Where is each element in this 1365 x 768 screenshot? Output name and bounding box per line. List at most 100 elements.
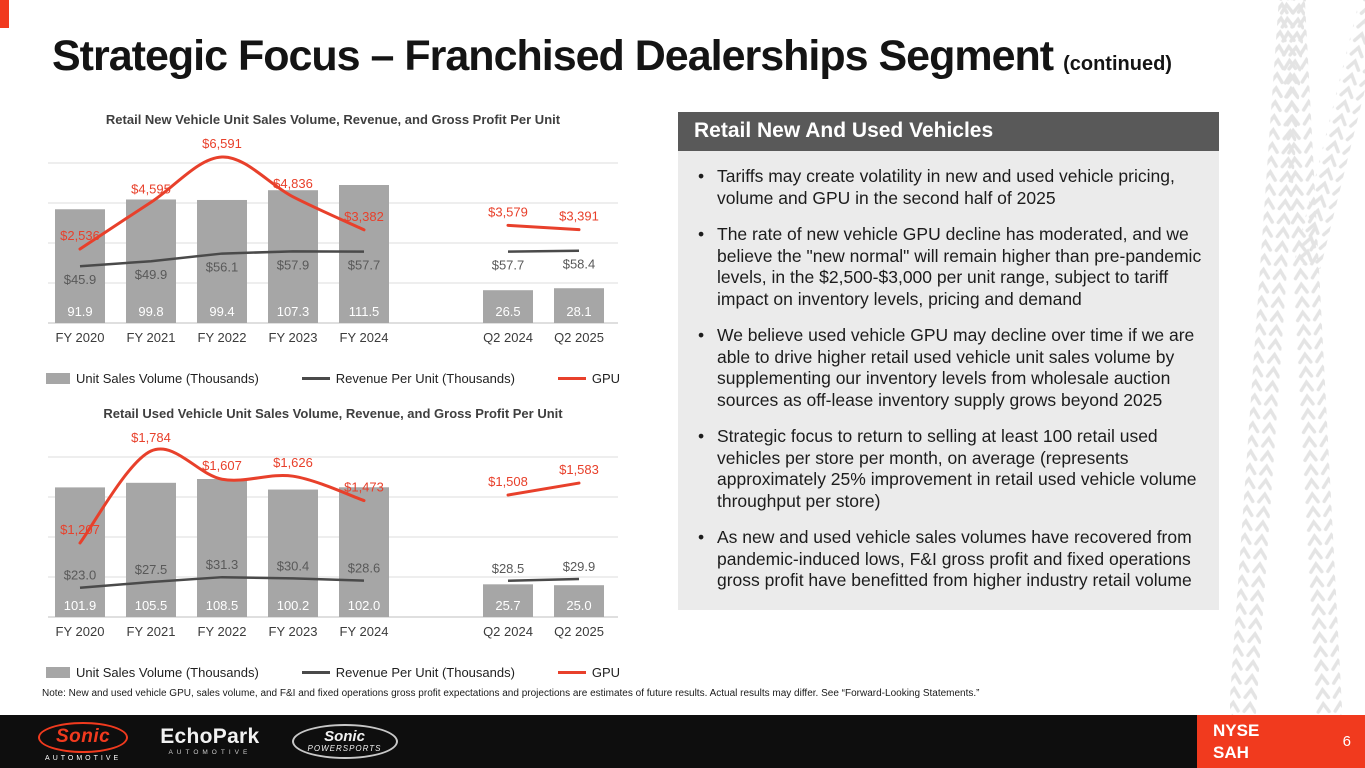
svg-text:26.5: 26.5 — [495, 304, 520, 319]
legend-label: GPU — [591, 371, 620, 386]
bullet-item: We believe used vehicle GPU may decline … — [692, 325, 1205, 411]
svg-text:$1,508: $1,508 — [488, 474, 528, 489]
svg-text:$29.9: $29.9 — [563, 559, 596, 574]
revenue-line-swatch-icon — [301, 671, 330, 674]
bar-swatch-icon — [46, 373, 70, 384]
legend-item-volume: Unit Sales Volume (Thousands) — [46, 665, 259, 680]
svg-text:$57.7: $57.7 — [492, 258, 525, 273]
svg-text:$4,595: $4,595 — [131, 181, 171, 196]
svg-text:107.3: 107.3 — [277, 304, 310, 319]
footer-bar: Sonic Automotive EchoPark Automotive Son… — [0, 715, 1365, 768]
legend-label: Unit Sales Volume (Thousands) — [76, 371, 259, 386]
legend-label: Revenue Per Unit (Thousands) — [335, 665, 515, 680]
svg-text:$58.4: $58.4 — [563, 257, 596, 272]
bullet-item: As new and used vehicle sales volumes ha… — [692, 527, 1205, 592]
ticker-exchange: NYSE — [1213, 721, 1260, 741]
svg-text:Q2 2025: Q2 2025 — [554, 624, 604, 639]
svg-text:$30.4: $30.4 — [277, 558, 310, 573]
powersports-logo-text: Sonic — [324, 728, 365, 745]
svg-text:FY 2023: FY 2023 — [269, 330, 318, 345]
svg-text:$28.6: $28.6 — [348, 561, 381, 576]
svg-text:$57.9: $57.9 — [277, 257, 310, 272]
svg-text:$3,382: $3,382 — [344, 209, 384, 224]
gpu-line-swatch-icon — [557, 671, 586, 674]
svg-text:99.4: 99.4 — [209, 304, 234, 319]
bullet-item: Tariffs may create volatility in new and… — [692, 166, 1205, 209]
legend-item-revenue: Revenue Per Unit (Thousands) — [301, 371, 515, 386]
sonic-automotive-logo: Sonic Automotive — [38, 721, 129, 762]
svg-text:$1,583: $1,583 — [559, 462, 599, 477]
svg-text:108.5: 108.5 — [206, 598, 239, 613]
sonic-logo-subtext: Automotive — [45, 754, 122, 762]
svg-text:$1,473: $1,473 — [344, 480, 384, 495]
new-vehicle-chart: 91.9 FY 2020 99.8 FY 2021 99.4 FY 2022 107.3 FY… — [48, 136, 618, 345]
used-vehicle-chart-legend: Unit Sales Volume (Thousands) Revenue Pe… — [40, 665, 626, 680]
svg-text:$1,607: $1,607 — [202, 458, 242, 473]
svg-text:$6,591: $6,591 — [202, 136, 242, 151]
ticker-code: SAH — [1213, 742, 1249, 762]
page-title: Strategic Focus – Franchised Dealerships… — [52, 32, 1172, 81]
panel-bullet-list: Tariffs may create volatility in new and… — [692, 166, 1205, 592]
red-corner-accent — [0, 0, 9, 28]
panel-body: Tariffs may create volatility in new and… — [678, 151, 1219, 610]
new-vehicle-chart-legend: Unit Sales Volume (Thousands) Revenue Pe… — [40, 371, 626, 386]
svg-text:$1,626: $1,626 — [273, 455, 313, 470]
legend-item-revenue: Revenue Per Unit (Thousands) — [301, 665, 515, 680]
svg-text:FY 2021: FY 2021 — [127, 330, 176, 345]
echopark-logo: EchoPark Automotive — [160, 726, 259, 757]
bullet-item: Strategic focus to return to selling at … — [692, 426, 1205, 512]
nyse-ticker-box: NYSE SAH 6 — [1197, 715, 1365, 768]
svg-text:105.5: 105.5 — [135, 598, 168, 613]
sonic-powersports-logo: Sonic Powersports — [291, 724, 398, 759]
svg-text:FY 2024: FY 2024 — [340, 624, 389, 639]
sonic-logo-text: Sonic — [56, 725, 111, 747]
svg-text:25.0: 25.0 — [566, 598, 591, 613]
svg-text:111.5: 111.5 — [349, 304, 380, 319]
legend-label: Revenue Per Unit (Thousands) — [335, 371, 515, 386]
svg-text:Q2 2024: Q2 2024 — [483, 624, 533, 639]
svg-text:$2,536: $2,536 — [60, 228, 100, 243]
svg-text:$1,784: $1,784 — [131, 430, 171, 445]
used-vehicle-chart-block: Retail Used Vehicle Unit Sales Volume, R… — [40, 406, 640, 680]
legend-label: Unit Sales Volume (Thousands) — [76, 665, 259, 680]
svg-text:$1,207: $1,207 — [60, 522, 100, 537]
svg-text:FY 2023: FY 2023 — [269, 624, 318, 639]
retail-vehicles-panel: Retail New And Used Vehicles Tariffs may… — [678, 112, 1219, 610]
echopark-logo-subtext: Automotive — [168, 749, 252, 757]
svg-text:$3,391: $3,391 — [559, 209, 599, 224]
svg-text:$27.5: $27.5 — [135, 562, 168, 577]
legend-item-volume: Unit Sales Volume (Thousands) — [46, 371, 259, 386]
svg-text:102.0: 102.0 — [348, 598, 381, 613]
revenue-line-swatch-icon — [301, 377, 330, 380]
bullet-item: The rate of new vehicle GPU decline has … — [692, 224, 1205, 310]
svg-text:$28.5: $28.5 — [492, 561, 525, 576]
used-vehicle-chart: 101.9 FY 2020 105.5 FY 2021 108.5 FY 2022 100.… — [48, 430, 618, 639]
legend-item-gpu: GPU — [557, 371, 620, 386]
ticker-symbol: NYSE SAH — [1213, 720, 1259, 763]
svg-text:FY 2021: FY 2021 — [127, 624, 176, 639]
svg-text:91.9: 91.9 — [67, 304, 92, 319]
svg-text:101.9: 101.9 — [64, 598, 97, 613]
legend-label: GPU — [591, 665, 620, 680]
used-vehicle-chart-title: Retail Used Vehicle Unit Sales Volume, R… — [103, 406, 563, 421]
svg-text:$49.9: $49.9 — [135, 267, 168, 282]
svg-text:99.8: 99.8 — [138, 304, 163, 319]
svg-text:FY 2020: FY 2020 — [56, 330, 105, 345]
new-vehicle-chart-title: Retail New Vehicle Unit Sales Volume, Re… — [105, 112, 561, 127]
legend-item-gpu: GPU — [557, 665, 620, 680]
svg-text:$3,579: $3,579 — [488, 204, 528, 219]
powersports-logo-subtext: Powersports — [307, 744, 382, 753]
svg-text:$45.9: $45.9 — [64, 272, 97, 287]
svg-text:$4,836: $4,836 — [273, 176, 313, 191]
svg-text:FY 2022: FY 2022 — [198, 624, 247, 639]
svg-text:$31.3: $31.3 — [206, 557, 239, 572]
bar-swatch-icon — [46, 667, 70, 678]
page-number: 6 — [1342, 733, 1351, 750]
powersports-oval-icon: Sonic Powersports — [291, 724, 398, 759]
page-title-text: Strategic Focus – Franchised Dealerships… — [52, 32, 1054, 80]
new-vehicle-chart-block: Retail New Vehicle Unit Sales Volume, Re… — [40, 112, 640, 386]
svg-text:$56.1: $56.1 — [206, 260, 239, 275]
sonic-oval-icon: Sonic — [38, 721, 129, 753]
svg-text:100.2: 100.2 — [277, 598, 310, 613]
echopark-logo-text: EchoPark — [160, 725, 260, 749]
